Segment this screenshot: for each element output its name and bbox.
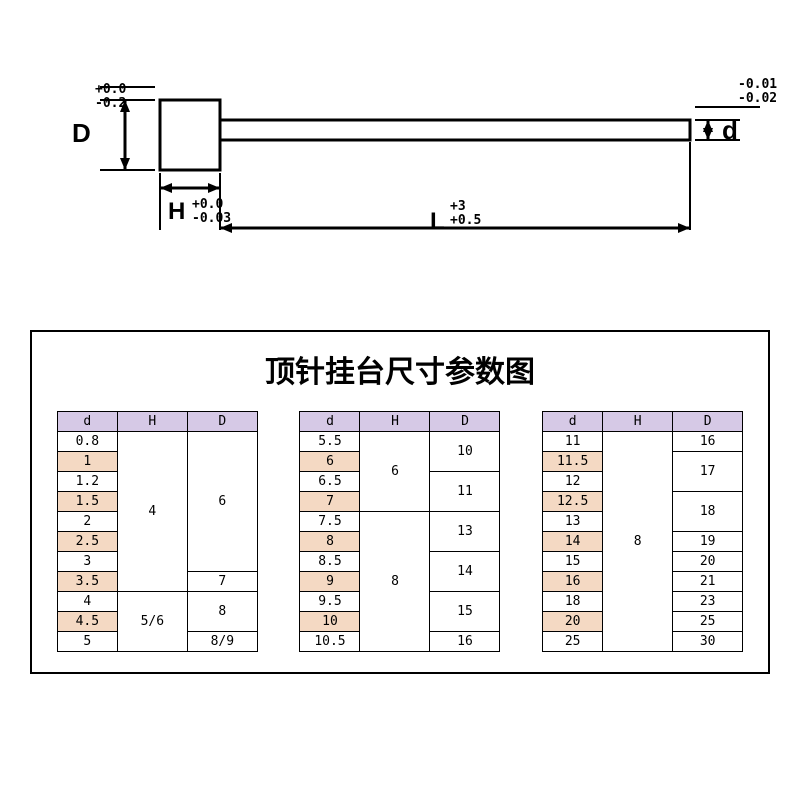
cell-d: 6	[300, 452, 360, 472]
cell-D: 18	[673, 492, 743, 532]
tol-d: -0.01 -0.02	[738, 78, 777, 107]
col-header: D	[430, 412, 500, 432]
cell-H: 5/6	[117, 592, 187, 652]
cell-D: 25	[673, 612, 743, 632]
cell-d: 5	[57, 632, 117, 652]
label-d: d	[722, 115, 738, 146]
shaft-rect	[220, 120, 690, 140]
cell-D: 30	[673, 632, 743, 652]
cell-D: 16	[430, 632, 500, 652]
tables-container: 顶针挂台尺寸参数图 dHD0.84611.21.522.533.5745/684…	[30, 330, 770, 674]
cell-d: 7.5	[300, 512, 360, 532]
cell-d: 3	[57, 552, 117, 572]
cell-D: 14	[430, 552, 500, 592]
cell-D: 16	[673, 432, 743, 452]
page-title: 顶针挂台尺寸参数图	[32, 332, 768, 411]
cell-D: 8/9	[187, 632, 257, 652]
cell-d: 0.8	[57, 432, 117, 452]
col-header: d	[543, 412, 603, 432]
cell-d: 16	[543, 572, 603, 592]
col-header: H	[117, 412, 187, 432]
tol-D: +0.0 -0.2	[95, 83, 126, 112]
tables-row: dHD0.84611.21.522.533.5745/684.558/9 dHD…	[32, 411, 768, 672]
cell-D: 6	[187, 432, 257, 572]
cell-d: 3.5	[57, 572, 117, 592]
cell-D: 10	[430, 432, 500, 472]
tol-L: +3 +0.5	[450, 200, 481, 229]
cell-D: 19	[673, 532, 743, 552]
cell-H: 8	[603, 432, 673, 652]
cell-d: 1.2	[57, 472, 117, 492]
cell-D: 20	[673, 552, 743, 572]
col-header: H	[603, 412, 673, 432]
table-2: dHD5.561066.51177.581388.51499.5151010.5…	[299, 411, 500, 652]
cell-d: 8	[300, 532, 360, 552]
head-rect	[160, 100, 220, 170]
cell-d: 2	[57, 512, 117, 532]
cell-d: 12.5	[543, 492, 603, 512]
ejector-pin-diagram: D +0.0 -0.2 d -0.01 -0.02 H +0.0 -0.03 L…	[40, 80, 760, 280]
cell-d: 4	[57, 592, 117, 612]
table-3: dHD 11816 11.5 17 1212.5 18 1314 19 15 20 16 21 18 23…	[542, 411, 743, 652]
col-header: D	[673, 412, 743, 432]
col-header: d	[300, 412, 360, 432]
cell-D: 11	[430, 472, 500, 512]
cell-d: 9.5	[300, 592, 360, 612]
cell-d: 4.5	[57, 612, 117, 632]
cell-d: 14	[543, 532, 603, 552]
cell-d: 8.5	[300, 552, 360, 572]
label-L: L	[430, 208, 445, 236]
tol-H: +0.0 -0.03	[192, 198, 231, 227]
cell-D: 8	[187, 592, 257, 632]
cell-d: 25	[543, 632, 603, 652]
cell-H: 8	[360, 512, 430, 652]
cell-d: 7	[300, 492, 360, 512]
cell-D: 15	[430, 592, 500, 632]
label-D: D	[72, 118, 91, 149]
cell-d: 2.5	[57, 532, 117, 552]
cell-d: 11	[543, 432, 603, 452]
cell-D: 13	[430, 512, 500, 552]
cell-d: 9	[300, 572, 360, 592]
cell-d: 1.5	[57, 492, 117, 512]
cell-d: 5.5	[300, 432, 360, 452]
cell-d: 1	[57, 452, 117, 472]
cell-D: 23	[673, 592, 743, 612]
cell-d: 15	[543, 552, 603, 572]
col-header: d	[57, 412, 117, 432]
cell-D: 7	[187, 572, 257, 592]
cell-d: 10	[300, 612, 360, 632]
cell-d: 18	[543, 592, 603, 612]
cell-D: 17	[673, 452, 743, 492]
cell-d: 6.5	[300, 472, 360, 492]
cell-d: 12	[543, 472, 603, 492]
cell-d: 13	[543, 512, 603, 532]
table-1: dHD0.84611.21.522.533.5745/684.558/9	[57, 411, 258, 652]
cell-H: 6	[360, 432, 430, 512]
label-H: H	[168, 198, 185, 226]
cell-d: 10.5	[300, 632, 360, 652]
cell-D: 21	[673, 572, 743, 592]
cell-d: 11.5	[543, 452, 603, 472]
cell-d: 20	[543, 612, 603, 632]
cell-H: 4	[117, 432, 187, 592]
col-header: H	[360, 412, 430, 432]
col-header: D	[187, 412, 257, 432]
